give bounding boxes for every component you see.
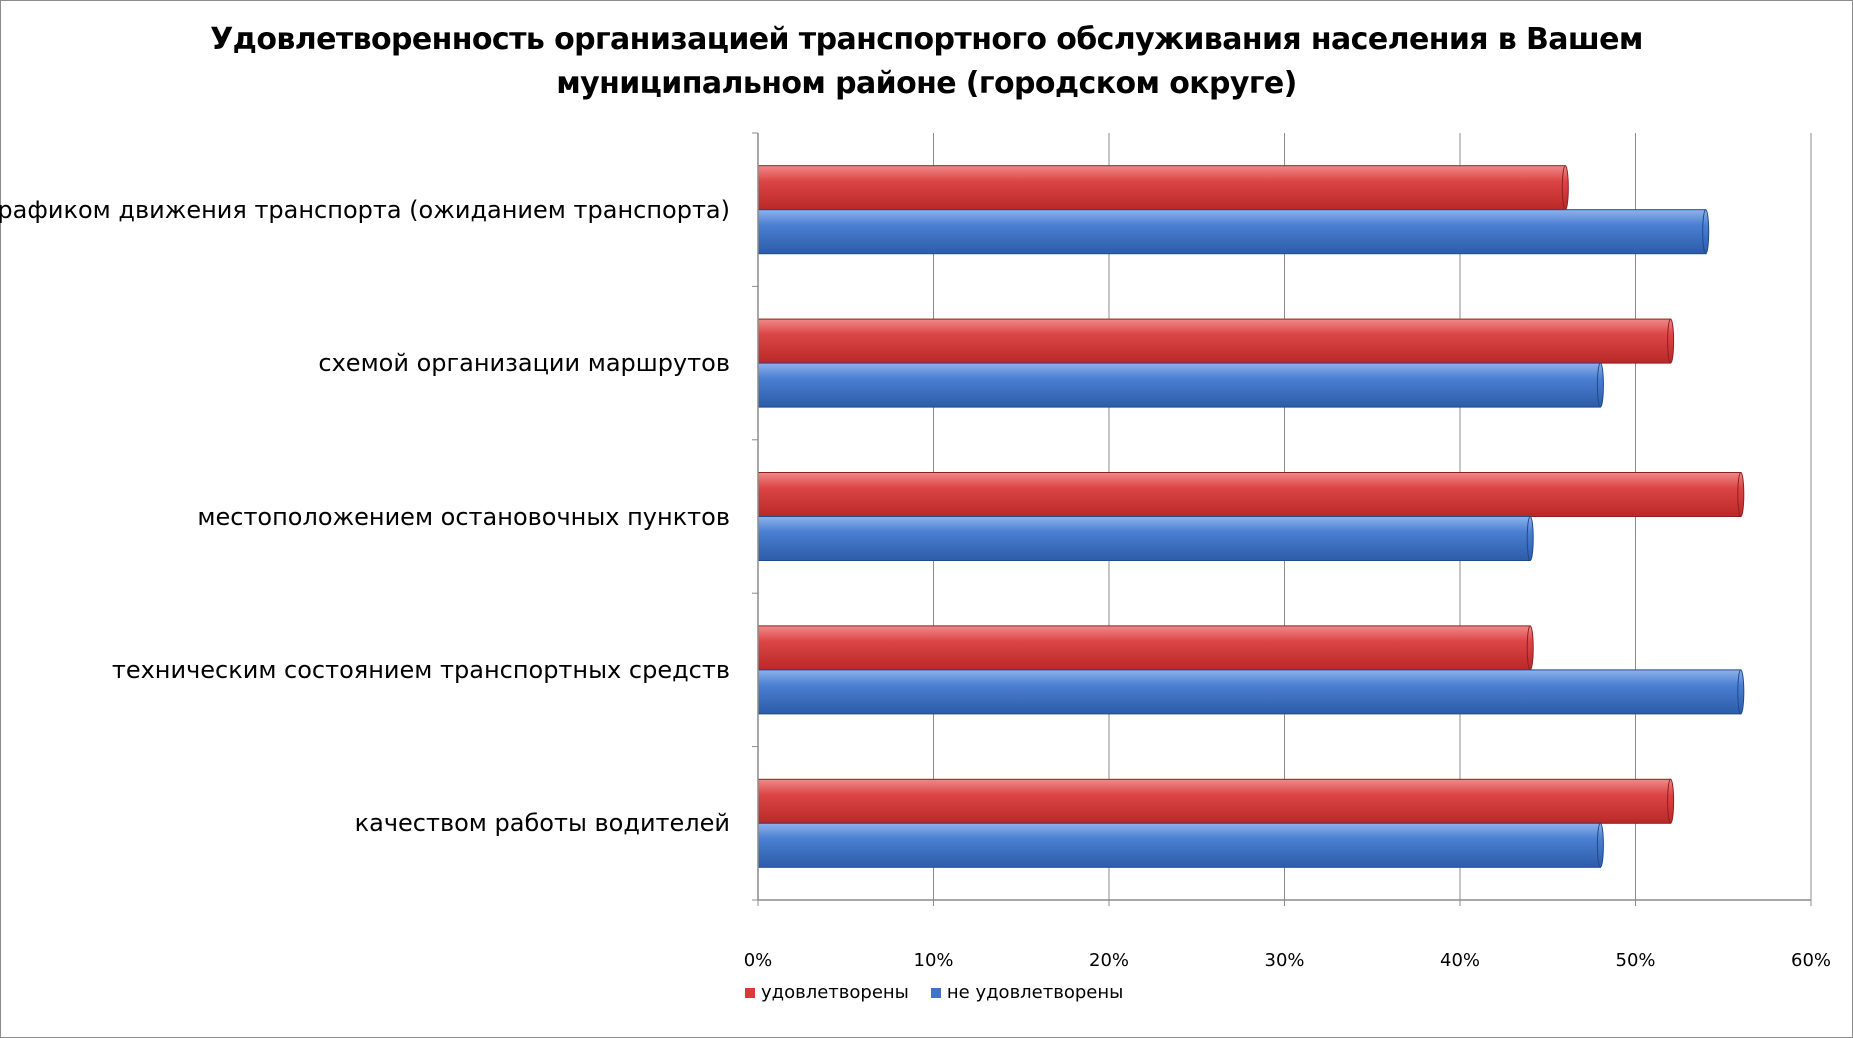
bar-end-cap	[1596, 362, 1604, 408]
bar-satisfied	[757, 625, 1531, 671]
legend-item-not-satisfied: не удовлетворены	[930, 982, 1124, 1003]
bar-not-satisfied	[757, 362, 1601, 408]
bar-end-cap	[1667, 318, 1675, 364]
bar-end-cap	[1667, 778, 1675, 824]
bar-end-cap	[1526, 516, 1534, 561]
x-tick-label: 10%	[913, 950, 954, 971]
bar-end-cap	[1526, 625, 1534, 671]
category-label: схемой организации маршрутов	[318, 349, 730, 378]
bar-end-cap	[1702, 209, 1710, 255]
x-tick-label: 60%	[1790, 950, 1832, 971]
bar-not-satisfied	[757, 822, 1601, 868]
axes	[752, 132, 1812, 906]
category-label: графиком движения транспорта (ожиданием …	[0, 195, 730, 224]
legend-label-not-satisfied: не удовлетворены	[946, 982, 1124, 1003]
bar-satisfied	[757, 165, 1566, 211]
x-tick-label: 40%	[1439, 950, 1481, 971]
x-tick-label: 0%	[743, 950, 773, 971]
legend: удовлетворены не удовлетворены	[745, 982, 1145, 1003]
x-tick-label: 20%	[1088, 950, 1130, 971]
legend-swatch-satisfied	[745, 987, 755, 998]
bar-satisfied	[757, 778, 1672, 824]
bars	[757, 165, 1745, 868]
bar-end-cap	[1737, 472, 1745, 517]
chart-title-line-2: муниципальном районе (городском округе)	[556, 66, 1297, 101]
legend-label-satisfied: удовлетворены	[761, 982, 909, 1003]
chart-title-line-1: Удовлетворенность организацией транспорт…	[210, 22, 1643, 57]
bar-not-satisfied	[757, 669, 1742, 715]
bar-satisfied	[757, 472, 1742, 517]
x-tick-label: 30%	[1264, 950, 1305, 971]
category-label: техническим состоянием транспортных сред…	[111, 655, 730, 684]
bar-not-satisfied	[757, 209, 1707, 255]
bar-end-cap	[1737, 669, 1745, 715]
bar-end-cap	[1596, 822, 1604, 868]
category-label: местоположением остановочных пунктов	[197, 502, 730, 531]
chart-title: Удовлетворенность организацией транспорт…	[0, 18, 1853, 106]
legend-swatch-not-satisfied	[930, 987, 941, 998]
bar-not-satisfied	[757, 516, 1531, 561]
x-tick-label: 50%	[1615, 950, 1656, 971]
bar-satisfied	[757, 318, 1672, 364]
category-label: качеством работы водителей	[354, 809, 730, 838]
bar-end-cap	[1561, 165, 1569, 211]
legend-item-satisfied: удовлетворены	[745, 982, 909, 1003]
